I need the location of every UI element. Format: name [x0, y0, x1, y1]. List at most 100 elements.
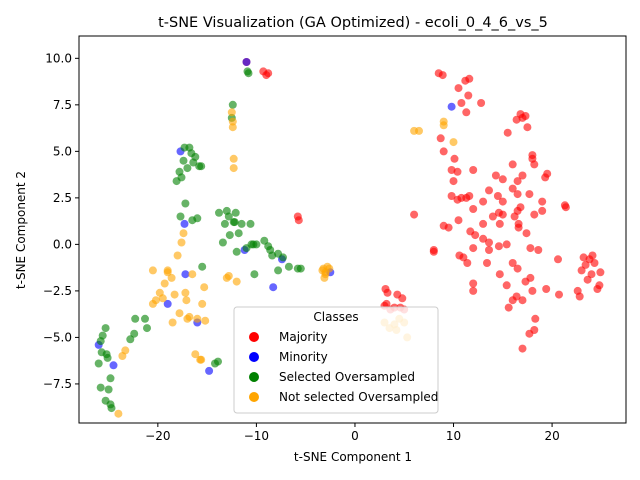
minority-point-8	[242, 58, 251, 66]
selected-oversampled-point-48	[232, 247, 241, 256]
majority-point-52	[479, 197, 488, 206]
x-tick-label-3: 10	[446, 429, 461, 443]
majority-point-96	[525, 190, 534, 199]
not-selected-oversampled-point-17	[179, 229, 188, 238]
majority-point-54	[479, 234, 488, 243]
selected-oversampled-point-13	[126, 335, 135, 344]
minority-point-4	[180, 219, 189, 228]
majority-point-59	[488, 212, 497, 221]
majority-point-27	[450, 154, 459, 163]
selected-oversampled-point-58	[250, 270, 259, 279]
majority-point-76	[508, 259, 517, 267]
not-selected-oversampled-point-10	[163, 266, 172, 275]
not-selected-oversampled-point-14	[173, 251, 182, 260]
majority-point-3	[262, 71, 271, 80]
majority-point-31	[457, 99, 466, 107]
majority-point-80	[513, 190, 522, 199]
majority-point-38	[462, 108, 471, 117]
minority-point-2	[163, 299, 172, 308]
y-axis-ticks: −7.5 −5.0 −2.5 0.0 2.5 5.0 7.5 10.0	[43, 51, 79, 391]
not-selected-oversampled-point-43	[320, 273, 329, 282]
majority-point-126	[590, 259, 599, 267]
majority-point-29	[449, 177, 458, 186]
majority-point-89	[518, 171, 527, 180]
majority-point-45	[469, 205, 478, 213]
x-tick-label-2: 0	[351, 429, 359, 443]
majority-point-125	[588, 251, 597, 260]
majority-point-119	[577, 266, 586, 275]
majority-point-109	[538, 206, 547, 215]
majority-point-7	[382, 299, 391, 308]
not-selected-oversampled-point-26	[197, 355, 206, 364]
selected-oversampled-point-8	[104, 385, 113, 394]
majority-point-82	[513, 264, 522, 273]
selected-oversampled-point-41	[224, 212, 233, 221]
majority-point-65	[494, 242, 503, 251]
majority-point-60	[491, 171, 500, 180]
not-selected-oversampled-point-34	[228, 123, 237, 132]
majority-point-30	[454, 84, 463, 93]
majority-point-46	[471, 231, 480, 240]
not-selected-oversampled-point-15	[175, 309, 184, 318]
plot-frame	[78, 35, 627, 424]
selected-oversampled-point-38	[218, 238, 227, 247]
majority-point-18	[429, 247, 438, 256]
y-tick-label-7: 10.0	[45, 51, 72, 65]
selected-oversampled-point-37	[215, 208, 223, 217]
legend-marker-3	[249, 392, 259, 402]
selected-oversampled-point-39	[220, 219, 229, 228]
not-selected-oversampled-point-35	[229, 154, 238, 163]
legend-label-3: Not selected Oversampled	[279, 390, 438, 404]
selected-oversampled-point-10	[106, 374, 115, 383]
selected-oversampled-point-28	[191, 152, 200, 161]
minority-point-7	[205, 366, 214, 375]
majority-point-24	[444, 223, 453, 232]
majority-point-66	[498, 175, 507, 184]
majority-point-79	[513, 177, 522, 186]
majority-point-108	[538, 197, 547, 206]
minority-point-5	[181, 270, 190, 279]
majority-point-92	[521, 112, 530, 120]
selected-oversampled-point-46	[231, 208, 240, 217]
majority-point-107	[534, 246, 543, 254]
not-selected-oversampled-point-5	[151, 296, 160, 305]
majority-point-124	[587, 270, 596, 279]
legend: Classes Majority Minority Selected Oversam…	[233, 306, 439, 414]
majority-point-129	[596, 268, 605, 277]
not-selected-oversampled-point-44	[318, 266, 327, 275]
majority-point-26	[447, 192, 456, 200]
selected-oversampled-point-5	[101, 324, 110, 333]
majority-point-116	[561, 203, 570, 212]
not-selected-oversampled-point-32	[227, 108, 236, 117]
selected-oversampled-point-23	[181, 199, 190, 208]
selected-oversampled-point-57	[252, 240, 261, 249]
y-tick-label-6: 7.5	[53, 98, 72, 112]
majority-point-14	[398, 294, 407, 303]
legend-label-1: Minority	[279, 350, 328, 364]
minority-point-1	[109, 361, 118, 370]
majority-point-97	[526, 244, 535, 253]
majority-point-63	[495, 219, 504, 228]
majority-point-9	[383, 288, 392, 297]
y-tick-label-0: −7.5	[43, 377, 72, 391]
legend-label-0: Majority	[279, 330, 327, 344]
majority-point-37	[465, 74, 474, 83]
majority-point-44	[469, 166, 478, 174]
majority-point-69	[503, 128, 512, 137]
selected-oversampled-point-4	[96, 383, 105, 392]
not-selected-oversampled-point-7	[158, 294, 167, 303]
majority-point-95	[523, 123, 532, 132]
majority-point-128	[595, 281, 604, 290]
not-selected-oversampled-point-33	[228, 117, 237, 126]
majority-point-21	[436, 134, 445, 143]
majority-point-118	[575, 292, 584, 301]
selected-oversampled-point-36	[214, 357, 222, 366]
majority-point-98	[526, 273, 535, 282]
legend-entries: Majority Minority Selected Oversampled Not …	[249, 330, 438, 404]
majority-point-87	[516, 203, 525, 212]
majority-point-41	[465, 192, 474, 200]
not-selected-oversampled-point-37	[232, 277, 241, 286]
selected-oversampled-point-66	[284, 262, 293, 271]
not-selected-oversampled-point-3	[148, 266, 157, 275]
not-selected-oversampled-point-27	[198, 299, 207, 308]
